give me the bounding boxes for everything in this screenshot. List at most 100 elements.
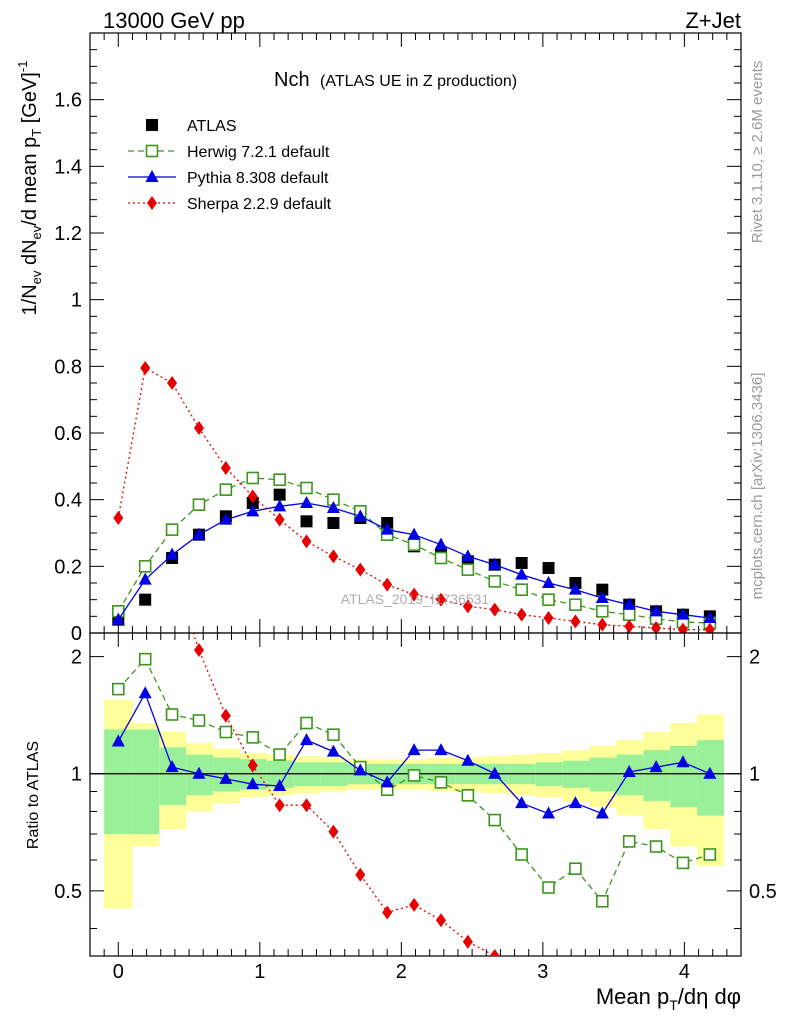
herwig-point bbox=[407, 538, 421, 551]
herwig-point bbox=[300, 481, 313, 495]
ratio-y-tick-label-right: 2 bbox=[749, 647, 760, 669]
herwig-point bbox=[219, 483, 233, 496]
sherpa-point bbox=[409, 587, 420, 602]
legend-marker-atlas bbox=[146, 119, 158, 131]
sherpa-point bbox=[489, 949, 500, 956]
herwig-point bbox=[246, 471, 260, 485]
herwig-point bbox=[327, 728, 340, 741]
herwig-point bbox=[300, 716, 313, 730]
sherpa-point bbox=[651, 1015, 661, 1024]
pythia-point bbox=[649, 604, 663, 617]
pythia-point bbox=[515, 567, 529, 580]
y-tick-label: 1.6 bbox=[54, 90, 82, 112]
sherpa-point bbox=[301, 798, 312, 813]
pythia-point bbox=[488, 766, 502, 779]
atlas-point bbox=[515, 557, 528, 569]
pythia-point bbox=[461, 549, 475, 562]
sherpa-point bbox=[570, 1015, 580, 1024]
pythia-point bbox=[407, 743, 421, 756]
pythia-point bbox=[649, 760, 663, 773]
sherpa-point bbox=[328, 824, 339, 839]
stat-uncertainty-band-inner bbox=[132, 729, 160, 834]
pythia-point bbox=[542, 806, 556, 819]
stat-uncertainty-band-inner bbox=[589, 757, 617, 792]
sherpa-point bbox=[220, 461, 231, 475]
x-tick-label: 4 bbox=[679, 961, 690, 983]
pythia-point bbox=[300, 496, 314, 508]
pythia-point bbox=[676, 607, 690, 620]
sherpa-point bbox=[677, 622, 688, 633]
atlas-point bbox=[300, 515, 313, 528]
pythia-point bbox=[273, 778, 287, 791]
pythia-point bbox=[595, 806, 609, 819]
sherpa-point bbox=[382, 577, 393, 592]
sherpa-point bbox=[193, 421, 204, 435]
pythia-point bbox=[568, 796, 582, 809]
herwig-point bbox=[488, 813, 502, 827]
pythia-point bbox=[138, 686, 152, 699]
pythia-point bbox=[461, 753, 475, 766]
sherpa-point bbox=[274, 798, 285, 813]
y-tick-label: 1.4 bbox=[54, 156, 82, 178]
sherpa-point bbox=[624, 619, 635, 633]
ratio-uncertainty-bands bbox=[104, 699, 725, 909]
pythia-point bbox=[353, 763, 367, 776]
pythia-point bbox=[192, 766, 206, 779]
svg-text:1/Nev dNev/d mean pT [GeV]-1: 1/Nev dNev/d mean pT [GeV]-1 bbox=[15, 61, 44, 316]
ratio-y-axis-label: Ratio to ATLAS bbox=[25, 741, 42, 849]
sherpa-point bbox=[167, 376, 178, 390]
sherpa-point bbox=[247, 489, 258, 504]
stat-uncertainty-band-inner bbox=[670, 745, 698, 808]
herwig-point bbox=[461, 789, 475, 802]
herwig-point bbox=[676, 856, 690, 870]
pythia-point bbox=[676, 755, 690, 768]
pythia-point bbox=[515, 796, 529, 809]
sherpa-point bbox=[301, 534, 312, 549]
pythia-point bbox=[568, 582, 582, 595]
sherpa-point bbox=[193, 642, 204, 657]
svg-text:Mean pT/dη dφ: Mean pT/dη dφ bbox=[596, 984, 741, 1013]
plot-title: Nch bbox=[274, 69, 310, 91]
pythia-point bbox=[219, 512, 233, 525]
herwig-point bbox=[596, 605, 609, 618]
herwig-line bbox=[117, 658, 711, 903]
main-plot-area bbox=[111, 361, 717, 633]
herwig-point bbox=[649, 840, 663, 853]
sherpa-point bbox=[624, 1008, 634, 1022]
sherpa-point bbox=[517, 994, 527, 1008]
herwig-point bbox=[622, 835, 636, 848]
y-tick-label: 0.6 bbox=[54, 423, 82, 445]
rivet-version-text: Rivet 3.1.10, ≥ 2.6M events bbox=[749, 61, 766, 244]
herwig-point bbox=[138, 652, 152, 666]
sherpa-line bbox=[192, 633, 496, 956]
herwig-point bbox=[246, 731, 260, 744]
ratio-y-tick-label: 2 bbox=[71, 647, 82, 669]
y-tick-label: 0.8 bbox=[54, 356, 82, 378]
pythia-point bbox=[434, 743, 448, 756]
pythia-point bbox=[703, 766, 717, 779]
sherpa-point bbox=[274, 512, 285, 527]
sherpa-point bbox=[462, 934, 473, 949]
atlas-point bbox=[327, 517, 340, 529]
legend-label-pythia: Pythia 8.308 default bbox=[187, 170, 329, 187]
herwig-point bbox=[165, 523, 179, 536]
pythia-point bbox=[703, 611, 717, 623]
legend-marker-sherpa bbox=[147, 196, 157, 210]
pythia-point bbox=[300, 733, 314, 746]
sherpa-point bbox=[382, 905, 393, 920]
sherpa-point bbox=[220, 708, 231, 723]
mcplots-credit-text: mcplots.cern.ch [arXiv:1306.3436] bbox=[749, 373, 766, 600]
pythia-point bbox=[326, 501, 340, 513]
herwig-point bbox=[138, 560, 152, 573]
stat-uncertainty-band-inner bbox=[104, 729, 133, 834]
pythia-point bbox=[192, 527, 206, 540]
ratio-plot-area bbox=[111, 633, 717, 1024]
herwig-point bbox=[596, 894, 609, 908]
sherpa-point bbox=[704, 622, 715, 633]
herwig-point bbox=[434, 776, 448, 789]
herwig-point bbox=[542, 593, 555, 606]
herwig-point bbox=[622, 608, 636, 621]
atlas-point bbox=[596, 583, 609, 596]
herwig-point bbox=[273, 748, 286, 761]
